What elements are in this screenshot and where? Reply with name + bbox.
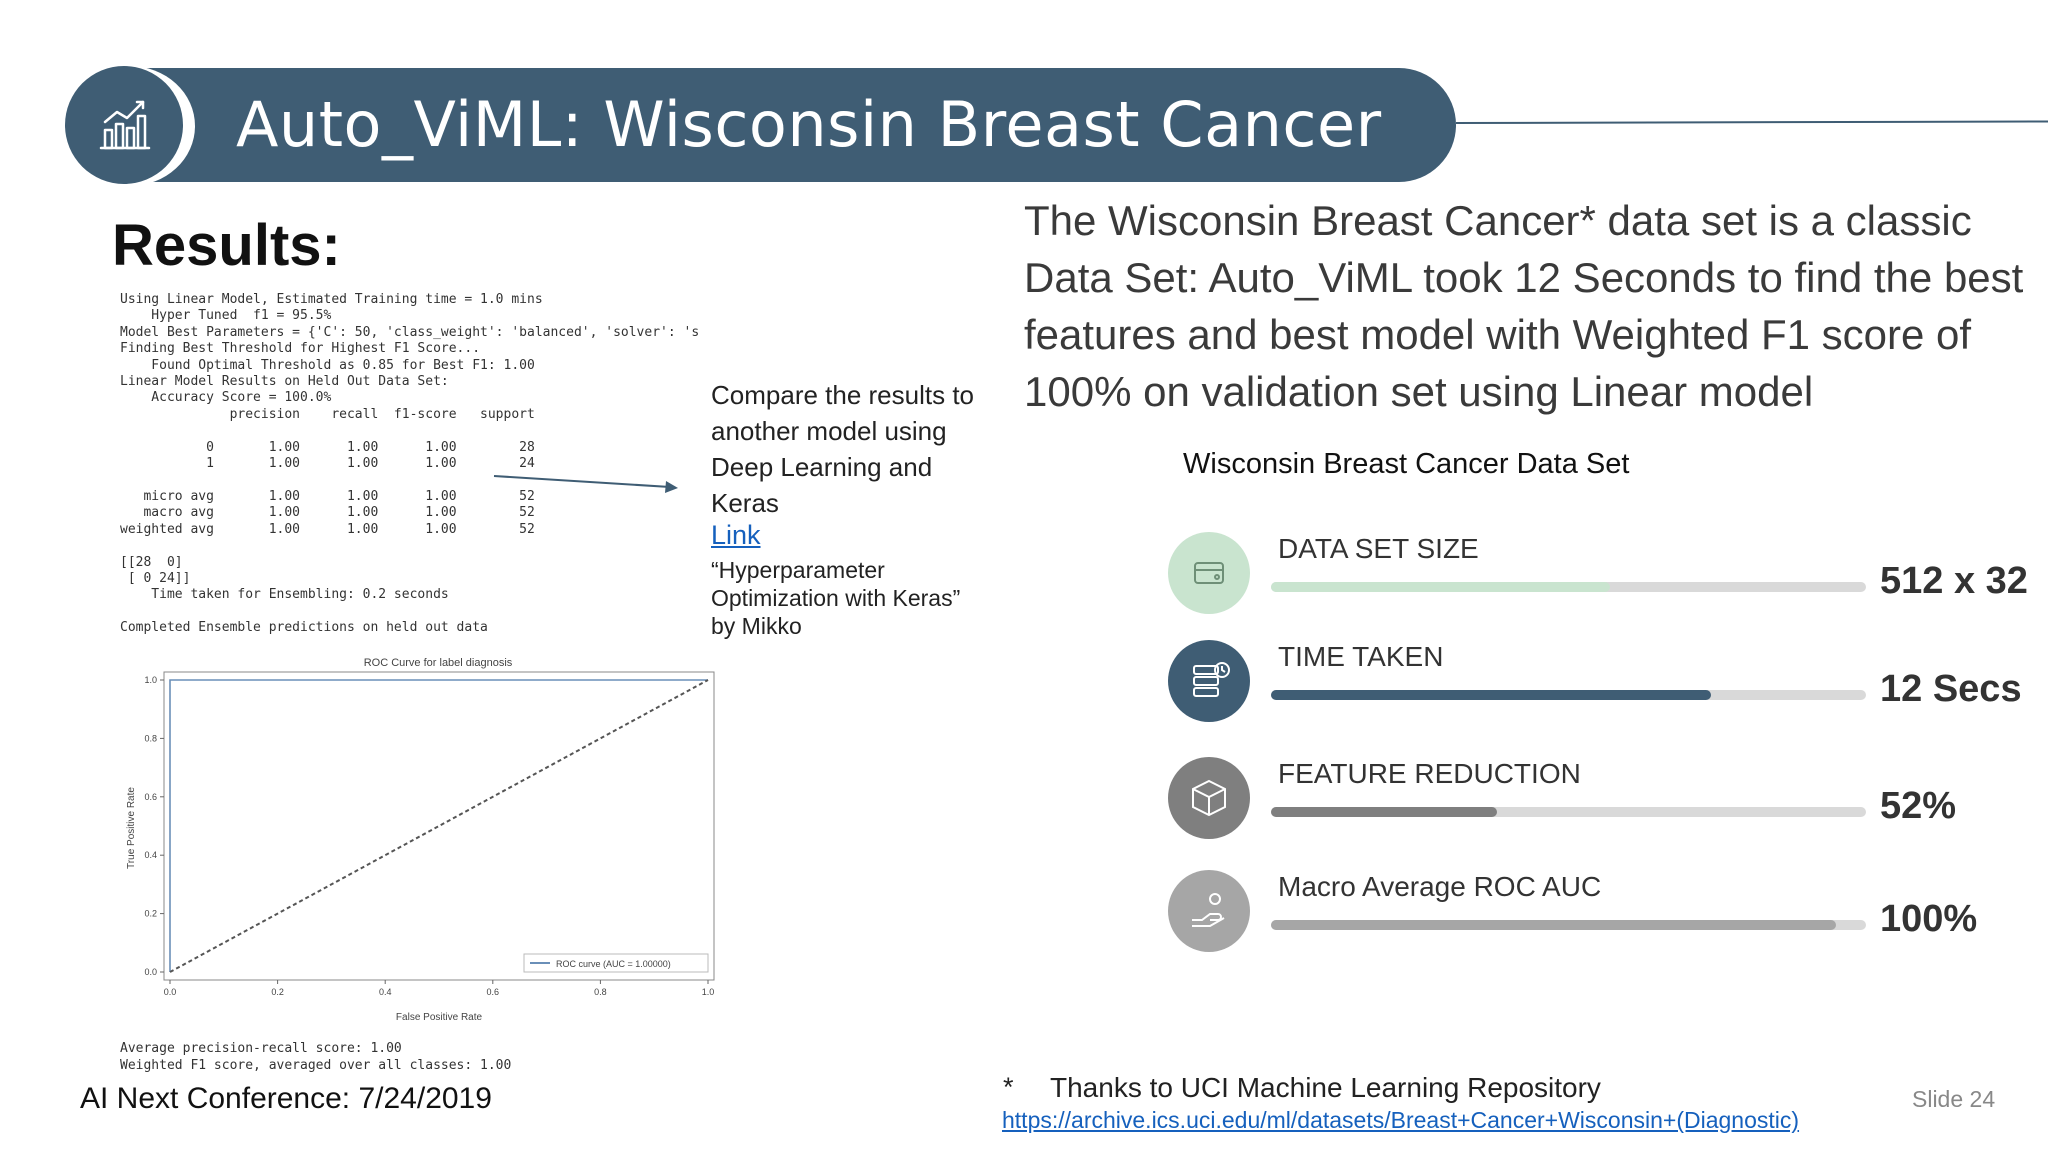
slide-number: Slide 24 (1912, 1086, 1996, 1112)
stat-progress-fill (1271, 582, 1611, 592)
code-line: Using Linear Model, Estimated Training t… (120, 292, 543, 307)
y-tick-label: 0.2 (144, 909, 157, 919)
x-tick-label: 1.0 (702, 987, 715, 997)
y-tick-label: 0.0 (144, 967, 157, 977)
stat-progress-track (1271, 920, 1866, 930)
x-tick-label: 0.4 (379, 987, 392, 997)
article-quote: “Hyperparameter Optimization with Keras”… (711, 557, 961, 639)
compare-note: Compare the results to another model usi… (711, 380, 975, 518)
code-line: Hyper Tuned f1 = 95.5% (120, 308, 332, 324)
stat-progress-track (1271, 582, 1866, 592)
stat-label: FEATURE REDUCTION (1278, 758, 1581, 789)
title-banner (110, 68, 1456, 182)
code-line: 0 1.00 1.00 1.00 28 (120, 439, 535, 455)
x-axis-label: False Positive Rate (396, 1012, 483, 1023)
stat-progress-track (1271, 690, 1866, 700)
y-axis-label: True Positive Rate (126, 787, 137, 869)
code-line: Average precision-recall score: 1.00 (120, 1041, 402, 1056)
stat-value: 12 Secs (1880, 668, 2022, 710)
code-line: Found Optimal Threshold as 0.85 for Best… (120, 357, 535, 373)
stat-value: 100% (1880, 898, 1978, 940)
code-line: Model Best Parameters = {'C': 50, 'class… (120, 324, 700, 340)
code-line: Accuracy Score = 100.0% (120, 390, 332, 406)
stat-value: 52% (1880, 785, 1957, 827)
stat-label: TIME TAKEN (1278, 641, 1444, 672)
legend-entry: ROC curve (AUC = 1.00000) (556, 959, 671, 969)
database-icon (1168, 532, 1250, 614)
x-tick-label: 0.6 (487, 987, 500, 997)
arrow-icon (493, 475, 678, 493)
code-line: Weighted F1 score, averaged over all cla… (120, 1058, 512, 1073)
footnote-text: Thanks to UCI Machine Learning Repositor… (1050, 1072, 1601, 1103)
slide-title: Auto_ViML: Wisconsin Breast Cancer (236, 88, 1382, 161)
code-line: [[28 0] (120, 554, 183, 570)
y-tick-label: 0.8 (144, 733, 157, 743)
code-line: Linear Model Results on Held Out Data Se… (120, 374, 449, 390)
chart-growth-icon (65, 66, 183, 184)
footnote-marker: * (1003, 1072, 1014, 1102)
stat-value: 512 x 32 (1880, 560, 2028, 602)
stat-label: Macro Average ROC AUC (1278, 871, 1602, 902)
y-tick-label: 1.0 (144, 675, 157, 685)
y-tick-label: 0.6 (144, 792, 157, 802)
code-line: 1 1.00 1.00 1.00 24 (120, 456, 535, 472)
hand-coin-icon (1168, 870, 1250, 952)
server-time-icon (1168, 640, 1250, 722)
roc-chart: ROC Curve for label diagnosis 0.0 0.2 0.4 0… (126, 657, 715, 1023)
legend-box (523, 953, 709, 973)
stat-progress-track (1271, 807, 1866, 817)
footnote-link[interactable]: https://archive.ics.uci.edu/ml/datasets/… (1002, 1107, 1800, 1133)
conference-label: AI Next Conference: 7/24/2019 (80, 1082, 492, 1115)
y-tick-label: 0.4 (144, 850, 157, 860)
stat-label: DATA SET SIZE (1278, 533, 1479, 564)
roc-curve-line (169, 679, 708, 972)
code-line: weighted avg 1.00 1.00 1.00 52 (120, 521, 535, 537)
x-tick-label: 0.0 (164, 987, 177, 997)
compare-link[interactable]: Link (711, 520, 761, 550)
code-line: [ 0 24]] (120, 570, 191, 586)
code-line: macro avg 1.00 1.00 1.00 52 (120, 505, 535, 521)
stat-progress-fill (1271, 920, 1837, 930)
code-line: precision recall f1-score support (120, 406, 535, 422)
code-line: Finding Best Threshold for Highest F1 Sc… (120, 341, 481, 357)
box-icon (1168, 757, 1250, 839)
code-output: Using Linear Model, Estimated Training t… (120, 292, 699, 637)
code-line: Time taken for Ensembling: 0.2 seconds (120, 587, 449, 603)
x-tick-label: 0.8 (594, 987, 607, 997)
x-tick-label: 0.2 (271, 987, 284, 997)
chart-plot-area (163, 671, 715, 981)
stat-progress-fill (1271, 807, 1498, 817)
description-text: The Wisconsin Breast Cancer* data set is… (1024, 197, 2024, 415)
results-heading: Results: (112, 213, 341, 278)
stat-progress-fill (1271, 690, 1712, 700)
chart-title: ROC Curve for label diagnosis (364, 657, 513, 669)
code-line: Completed Ensemble predictions on held o… (120, 620, 488, 636)
dataset-title: Wisconsin Breast Cancer Data Set (1183, 448, 1630, 480)
code-line: micro avg 1.00 1.00 1.00 52 (120, 488, 535, 504)
banner-divider-line (1455, 120, 2048, 124)
code-output-summary: Average precision-recall score: 1.00 Wei… (120, 1040, 511, 1074)
